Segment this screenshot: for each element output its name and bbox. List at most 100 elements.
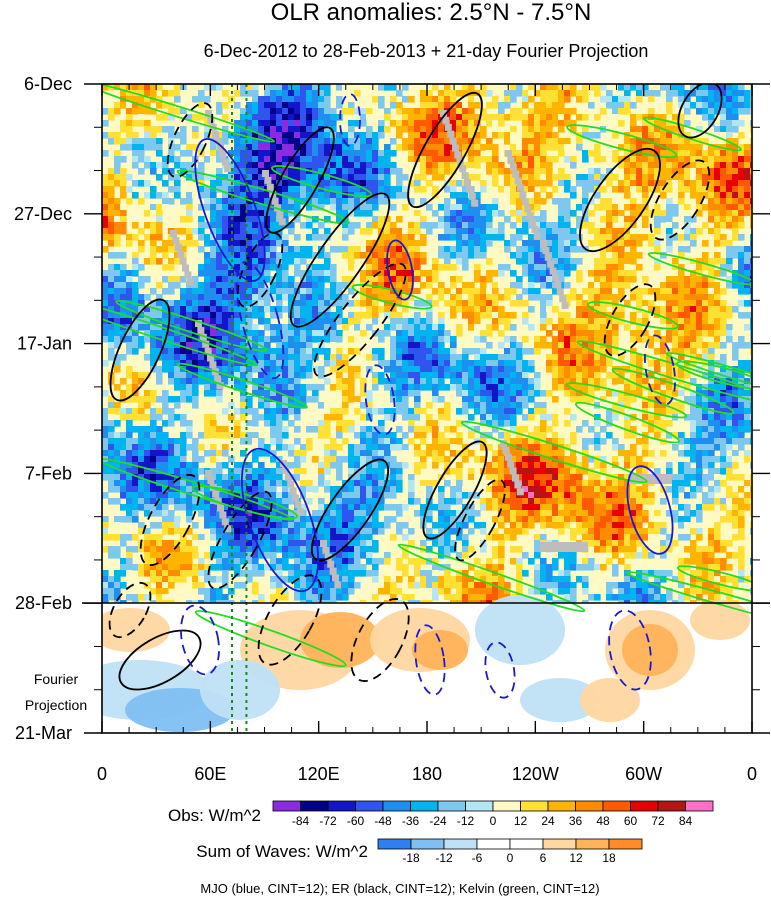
olr-cell [738,372,745,379]
olr-cell [396,348,403,355]
olr-cell [720,270,727,277]
olr-cell [420,342,427,349]
olr-cell [714,138,721,145]
olr-cell [180,348,187,355]
olr-cell [696,354,703,361]
olr-cell [186,264,193,271]
olr-cell [576,306,583,313]
olr-cell [126,330,133,337]
olr-cell [234,252,241,259]
olr-cell [462,258,469,265]
olr-cell [312,90,319,97]
olr-cell [432,378,439,385]
olr-cell [102,282,109,289]
olr-cell [690,174,697,181]
olr-cell [372,162,379,169]
olr-cell [630,270,637,277]
olr-cell [132,318,139,325]
olr-cell [504,288,511,295]
olr-cell [708,426,715,433]
olr-cell [540,216,547,223]
olr-cell [684,438,691,445]
olr-cell [468,246,475,253]
olr-cell [624,234,631,241]
olr-cell [168,444,175,451]
olr-cell [690,306,697,313]
olr-cell [114,384,121,391]
olr-cell [282,360,289,367]
olr-cell [540,102,547,109]
olr-cell [696,420,703,427]
olr-cell [510,402,517,409]
olr-cell [216,288,223,295]
olr-cell [246,396,253,403]
olr-cell [198,90,205,97]
olr-cell [732,348,739,355]
olr-cell [456,102,463,109]
olr-cell [624,96,631,103]
olr-cell [366,444,373,451]
olr-cell [336,138,343,145]
olr-cell [294,336,301,343]
olr-cell [750,192,752,199]
olr-cell [546,318,553,325]
olr-cell [336,168,343,175]
olr-cell [702,402,709,409]
olr-cell [564,390,571,397]
olr-cell [612,210,619,217]
olr-cell [708,150,715,157]
olr-cell [726,216,733,223]
olr-cell [462,264,469,271]
olr-cell [420,450,427,457]
olr-cell [126,174,133,181]
olr-cell [198,288,205,295]
olr-cell [666,180,673,187]
olr-cell [204,174,211,181]
olr-cell [150,108,157,115]
olr-cell [294,378,301,385]
olr-cell [486,330,493,337]
olr-cell [276,402,283,409]
olr-cell [642,270,649,277]
olr-cell [150,360,157,367]
olr-cell [204,426,211,433]
olr-cell [456,288,463,295]
olr-cell [708,84,715,91]
olr-cell [300,222,307,229]
olr-cell [528,432,535,439]
olr-cell [420,282,427,289]
olr-cell [246,426,253,433]
olr-cell [294,342,301,349]
olr-cell [396,384,403,391]
olr-cell [738,168,745,175]
olr-cell [618,264,625,271]
olr-cell [522,360,529,367]
olr-cell [510,222,517,229]
olr-cell [174,318,181,325]
olr-cell [468,384,475,391]
olr-cell [456,330,463,337]
olr-cell [390,192,397,199]
olr-cell [234,330,241,337]
olr-cell [246,294,253,301]
olr-cell [480,132,487,139]
olr-cell [288,324,295,331]
olr-cell [516,90,523,97]
olr-cell [288,252,295,259]
olr-cell [366,198,373,205]
olr-cell [642,222,649,229]
olr-cell [492,396,499,403]
olr-cell [714,252,721,259]
olr-cell [282,126,289,133]
olr-cell [474,102,481,109]
olr-cell [510,180,517,187]
olr-cell [180,354,187,361]
olr-cell [102,192,109,199]
olr-cell [672,300,679,307]
olr-cell [696,144,703,151]
olr-cell [456,366,463,373]
olr-cell [108,168,115,175]
olr-cell [138,246,145,253]
olr-cell [324,294,331,301]
olr-cell [312,312,319,319]
